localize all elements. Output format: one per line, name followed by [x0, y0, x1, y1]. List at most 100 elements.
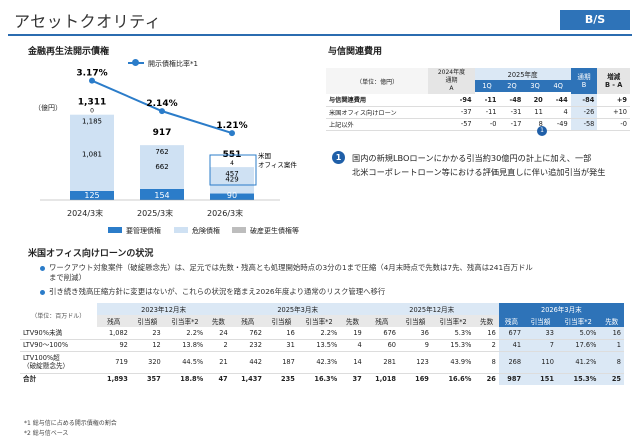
npl-section-title: 金融再生法開示債権: [28, 47, 110, 57]
table-cell: 320: [130, 351, 164, 374]
category-label: 2025/3末: [137, 209, 174, 218]
table-cell: 43.9%: [431, 351, 475, 374]
table-cell: 2: [474, 339, 499, 352]
bullet-1-line-2: まで削減）: [49, 273, 86, 282]
table-cell: 281: [364, 351, 399, 374]
table-cell: 5.0%: [556, 327, 600, 340]
table-cell: 92: [96, 339, 131, 352]
table-cell: 110: [524, 351, 557, 374]
table-cell: 762: [230, 327, 265, 340]
us-unit: （単位：百万ドル）: [31, 312, 86, 320]
column-header: 残高: [96, 315, 131, 327]
table-cell: 7: [524, 339, 557, 352]
footnote-1: *1 総与信に占める開示債権の割合: [24, 420, 117, 427]
credit-cell: -0: [474, 118, 500, 131]
credit-cell: -57: [428, 118, 475, 131]
period-header: 2025年3月末: [230, 303, 365, 315]
table-cell: 9: [399, 339, 432, 352]
table-cell: 151: [524, 372, 557, 385]
us-office-label: オフィス案件: [258, 160, 297, 169]
credit-row-label: 米国オフィス向けローン: [326, 106, 429, 119]
column-header: 引当額: [130, 315, 164, 327]
table-cell: 987: [498, 372, 525, 385]
credit-cell: -0: [597, 118, 630, 131]
table-cell: 23: [130, 327, 164, 340]
credit-cost-title: 与信関連費用: [328, 47, 383, 57]
fy-header: 2025年度: [474, 68, 571, 80]
row-label: LTV100%超 （破綻懸念先）: [20, 351, 97, 374]
note-marker-inline: 1: [537, 126, 547, 136]
column-header: 残高: [498, 315, 525, 327]
credit-cell: -11: [474, 94, 500, 107]
credit-cell: -26: [570, 106, 598, 119]
us-office-table: （単位：百万ドル） 2023年12月末 2025年3月末 2025年12月末 2…: [20, 303, 624, 385]
column-header: 引当率*2: [556, 315, 600, 327]
table-cell: 18.8%: [163, 372, 207, 385]
table-cell: 12: [130, 339, 164, 352]
table-cell: 719: [96, 351, 131, 374]
table-row: 合計 1,893 357 18.8% 47 1,437 235 16.3% 37 1,018 169…: [20, 372, 624, 385]
table-cell: 677: [498, 327, 525, 340]
table-cell: 16: [599, 327, 624, 340]
credit-cell: 20: [524, 94, 546, 107]
table-cell: 1,893: [96, 372, 131, 385]
table-cell: 47: [206, 372, 231, 385]
column-header: 引当率*2: [163, 315, 207, 327]
credit-cell: -49: [545, 118, 571, 131]
us-office-title: 米国オフィス向けローンの状況: [28, 249, 154, 259]
credit-cell: +10: [597, 106, 630, 119]
table-cell: 41.2%: [556, 351, 600, 374]
table-row: LTV90%未満 1,082 23 2.2% 24 762 16 2.2% 19 676 36 5.3…: [20, 327, 624, 340]
credit-cell: -84: [570, 94, 598, 107]
doubtful-legend-label: 危険債権: [192, 227, 220, 235]
col-a-header: 2024年度 通期 A: [428, 68, 475, 94]
table-cell: 14: [340, 351, 365, 374]
column-header: 引当率*2: [431, 315, 475, 327]
ratio-label: 1.21%: [216, 121, 247, 131]
credit-cell: -58: [570, 118, 598, 131]
doubtful-bar: [210, 167, 254, 194]
quarter-header: 2Q: [499, 80, 525, 92]
ratio-point: [89, 77, 95, 84]
table-cell: 4: [340, 339, 365, 352]
credit-unit: （単位：億円）: [326, 68, 429, 94]
credit-row: 与信関連費用 -94 -11 -48 20 -44 -84 +9: [326, 94, 630, 107]
table-cell: 268: [498, 351, 525, 374]
ratio-legend-marker: [132, 59, 139, 66]
table-cell: 235: [264, 372, 298, 385]
footnote-2: *2 総与信ベース: [24, 430, 69, 437]
column-header: 先数: [340, 315, 365, 327]
table-cell: 357: [130, 372, 164, 385]
table-cell: 42.3%: [297, 351, 341, 374]
table-cell: 24: [206, 327, 231, 340]
table-cell: 1: [599, 339, 624, 352]
table-cell: 5.3%: [431, 327, 475, 340]
table-row: LTV90〜100% 92 12 13.8% 2 232 31 13.5% 4 60 9 15.3% 2…: [20, 339, 624, 352]
table-cell: 16: [264, 327, 298, 340]
category-label: 2026/3末: [207, 209, 244, 218]
period-header: 2025年12月末: [364, 303, 499, 315]
quarter-header: 1Q: [474, 80, 500, 92]
credit-cell: -48: [499, 94, 525, 107]
doubtful-bar: [70, 114, 114, 191]
ratio-label: 2.14%: [146, 99, 177, 109]
column-header: 先数: [206, 315, 231, 327]
table-cell: 1,018: [364, 372, 399, 385]
row-label: LTV90〜100%: [20, 339, 97, 352]
column-header: 先数: [599, 315, 624, 327]
credit-cell: +9: [597, 94, 630, 107]
top-value: 762: [155, 148, 168, 156]
special-bar: [210, 193, 254, 200]
table-cell: 442: [230, 351, 265, 374]
note-line-1: 国内の新規LBOローンにかかる引当約30億円の計上に加え、一部: [352, 153, 592, 163]
credit-cell: 11: [524, 106, 546, 119]
period-header: 2023年12月末: [96, 303, 231, 315]
column-header: 引当額: [264, 315, 298, 327]
col-diff-header: 増減 B - A: [597, 68, 630, 94]
table-cell: 36: [399, 327, 432, 340]
table-cell: 44.5%: [163, 351, 207, 374]
period-header: 2026年3月末: [498, 303, 624, 315]
npl-unit: （億円）: [34, 104, 62, 112]
doubtful-value: 429: [225, 176, 238, 184]
